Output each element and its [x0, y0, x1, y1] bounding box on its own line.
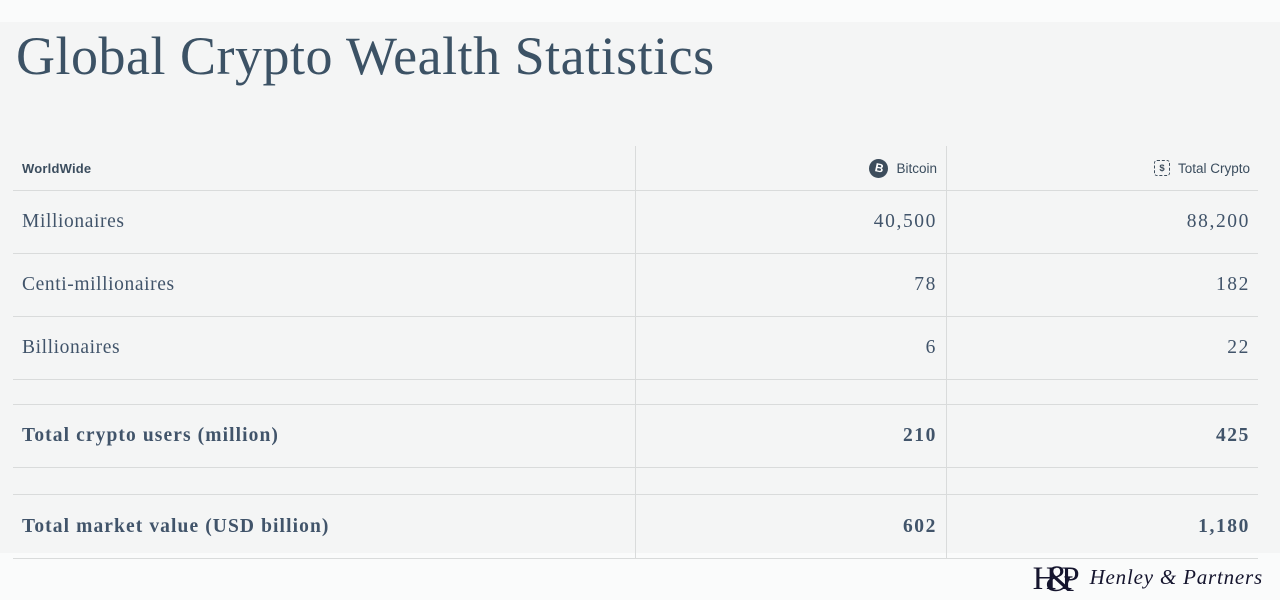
spacer-row — [13, 468, 1258, 495]
total-crypto-value: 182 — [1215, 274, 1250, 295]
row-label: Billionaires — [13, 317, 636, 379]
total-crypto-column-label: Total Crypto — [1177, 160, 1250, 176]
bitcoin-value: 602 — [636, 495, 947, 558]
spacer-cell — [947, 380, 1258, 404]
spacer-cell — [13, 468, 636, 494]
spacer-row — [13, 380, 1258, 405]
token-chip-icon: $ — [1153, 160, 1170, 176]
monogram-letter-h: H — [1032, 561, 1057, 597]
row-label: Total crypto users (million) — [13, 405, 636, 467]
page-title: Global Crypto Wealth Statistics — [16, 26, 715, 86]
brand-name: Henley & Partners — [1089, 565, 1263, 589]
spacer-cell — [636, 468, 947, 494]
total-crypto-value: 22 — [1227, 337, 1250, 358]
bitcoin-symbol: B — [873, 160, 885, 176]
row-label: Millionaires — [13, 191, 636, 253]
bitcoin-value: 6 — [636, 317, 947, 379]
total-crypto-column-header: $ Total Crypto — [947, 146, 1258, 190]
spacer-cell — [636, 380, 947, 404]
bitcoin-icon: B — [869, 158, 889, 178]
total-crypto-value: 88,200 — [1186, 211, 1250, 232]
spacer-cell — [947, 468, 1258, 494]
dollar-symbol: $ — [1159, 162, 1165, 174]
monogram-ampersand: & — [1045, 559, 1075, 600]
region-header-cell: WorldWide — [13, 146, 636, 190]
spacer-cell — [13, 380, 636, 404]
bitcoin-column-header: B Bitcoin — [636, 146, 947, 190]
table-row-millionaires: Millionaires 40,500 88,200 — [13, 191, 1258, 254]
region-header-label: WorldWide — [22, 160, 92, 176]
table-row-total-market-value: Total market value (USD billion) 602 1,1… — [13, 495, 1258, 559]
total-crypto-value: 1,180 — [1198, 515, 1250, 537]
top-background-strip — [0, 0, 1280, 22]
row-label: Total market value (USD billion) — [13, 495, 636, 558]
brand-footer: H & P Henley & Partners — [1032, 559, 1263, 600]
bitcoin-value: 40,500 — [636, 191, 947, 253]
henley-partners-monogram-logo: H & P — [1032, 559, 1080, 600]
monogram-letter-p: P — [1061, 561, 1080, 597]
bitcoin-column-label: Bitcoin — [896, 160, 937, 176]
table-row-centi-millionaires: Centi-millionaires 78 182 — [13, 254, 1258, 317]
table-row-billionaires: Billionaires 6 22 — [13, 317, 1258, 380]
bitcoin-value: 210 — [636, 405, 947, 467]
total-crypto-value: 425 — [1215, 425, 1250, 446]
bottom-background-strip — [0, 553, 1280, 600]
row-label: Centi-millionaires — [13, 254, 636, 316]
table-header-row: WorldWide B Bitcoin $ Total Crypto — [13, 146, 1258, 191]
bitcoin-value: 78 — [636, 254, 947, 316]
table-row-total-crypto-users: Total crypto users (million) 210 425 — [13, 405, 1258, 468]
crypto-wealth-table: WorldWide B Bitcoin $ Total Crypto Milli… — [13, 146, 1258, 559]
